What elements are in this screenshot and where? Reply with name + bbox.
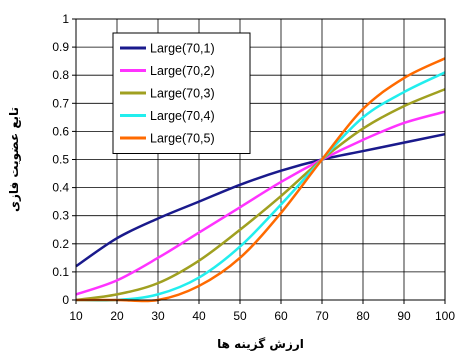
y-tick-label-9: 0.9	[52, 40, 69, 54]
x-tick-label-0: 10	[69, 309, 83, 323]
legend-label-1: Large(70,1)	[150, 42, 215, 56]
x-tick-label-3: 40	[192, 309, 206, 323]
y-axis-title: تابع عضویت فازی	[7, 107, 22, 212]
y-tick-label-0: 0	[62, 293, 69, 307]
y-tick-label-5: 0.5	[52, 153, 69, 167]
y-tick-label-10: 1	[62, 12, 69, 26]
legend-label-2: Large(70,2)	[150, 64, 215, 78]
x-axis-title: ارزش گزینه ها	[217, 337, 304, 351]
series-line-3	[75, 88, 446, 302]
x-tick-label-1: 20	[110, 309, 124, 323]
series-line-5	[75, 57, 446, 303]
x-tick-label-7: 80	[356, 309, 370, 323]
series-lines	[75, 57, 446, 303]
legend: Large(70,1) Large(70,2) Large(70,3) Large(7…	[112, 32, 251, 154]
legend-label-5: Large(70,5)	[150, 132, 215, 146]
x-tick-label-4: 50	[233, 309, 247, 323]
x-tick-label-8: 90	[397, 309, 411, 323]
y-tick-label-2: 0.2	[52, 237, 69, 251]
y-tick-label-3: 0.3	[52, 209, 69, 223]
y-axis-ticks: 0 0.1 0.2 0.3 0.4 0.5 0.6 0.7 0.8 0.9 1	[52, 12, 76, 307]
y-tick-label-1: 0.1	[52, 265, 69, 279]
x-axis-ticks: 10 20 30 40 50 60 70 80 90 100	[69, 300, 455, 323]
series-line-1	[75, 132, 446, 268]
series-line-2	[75, 110, 446, 296]
x-tick-label-2: 30	[151, 309, 165, 323]
legend-label-4: Large(70,4)	[150, 109, 215, 123]
y-tick-label-8: 0.8	[52, 68, 69, 82]
y-tick-label-6: 0.6	[52, 124, 69, 138]
x-tick-label-5: 60	[274, 309, 288, 323]
x-tick-label-9: 100	[435, 309, 455, 323]
y-tick-label-4: 0.4	[52, 181, 69, 195]
x-tick-label-6: 70	[315, 309, 329, 323]
y-tick-label-7: 0.7	[52, 96, 69, 110]
series-line-4	[75, 71, 446, 302]
legend-label-3: Large(70,3)	[150, 87, 215, 101]
